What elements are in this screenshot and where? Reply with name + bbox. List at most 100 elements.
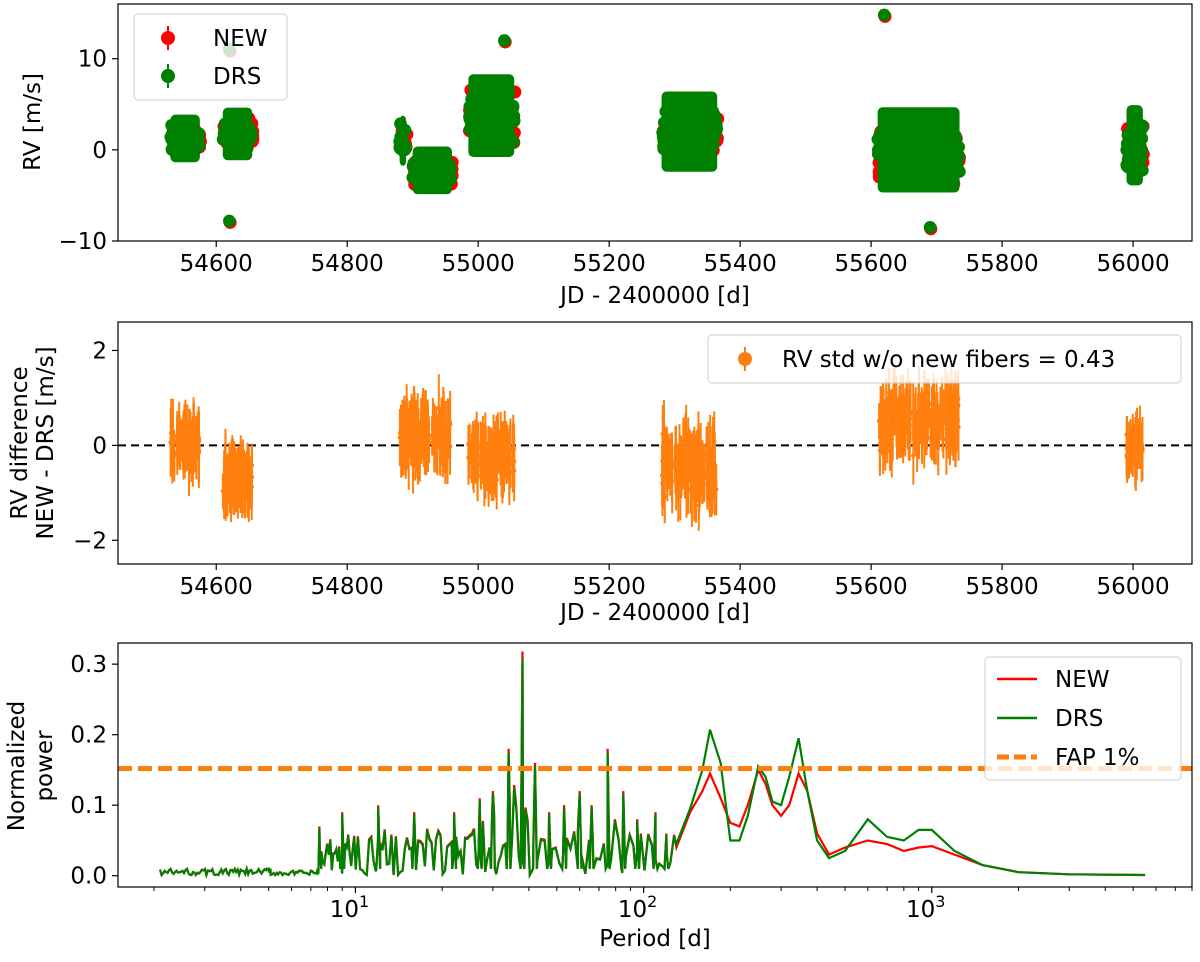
diff-point — [693, 458, 699, 464]
diff-point — [414, 431, 419, 437]
diff-xlabel: JD - 2400000 [d] — [558, 600, 750, 626]
diff-point — [486, 448, 491, 454]
diff-legend-box — [707, 334, 1182, 384]
diff-point — [248, 486, 253, 491]
rv-plot-frame — [117, 3, 1193, 242]
diff-point — [176, 444, 181, 450]
diff-point — [499, 472, 504, 477]
diff-point — [191, 429, 196, 434]
diff-point — [185, 435, 190, 440]
diff-point — [469, 453, 474, 458]
periodogram-xtick-label: 102 — [618, 892, 657, 923]
diff-point — [406, 447, 411, 453]
diff-point — [436, 406, 442, 411]
diff-legend-label: RV std w/o new fibers = 0.43 — [782, 347, 1115, 373]
diff-point — [697, 487, 702, 493]
periodogram-xtick-exponent: 3 — [935, 892, 945, 911]
diff-point — [443, 428, 448, 433]
rv-drs-point — [498, 34, 511, 47]
diff-point — [683, 430, 688, 435]
periodogram-xtick-exponent: 1 — [359, 892, 369, 911]
rv-ytick-label: 10 — [78, 47, 107, 73]
diff-point — [511, 459, 517, 464]
diff-point — [400, 423, 405, 428]
diff-point — [426, 440, 432, 445]
rv-drs-dense-band — [222, 107, 253, 161]
diff-point — [480, 456, 485, 462]
diff-point — [935, 418, 940, 424]
periodogram-legend-fap-label: FAP 1% — [1055, 745, 1140, 771]
rv-ylabel: RV [m/s] — [20, 73, 46, 171]
rv-legend-new-label: NEW — [213, 26, 267, 52]
periodogram-ylabel-line2: power — [32, 730, 58, 802]
diff-point — [431, 426, 436, 432]
diff-point — [667, 455, 672, 460]
diff-point — [677, 451, 682, 457]
periodogram-xtick-exponent: 2 — [647, 892, 657, 911]
rv-drs-dense-band — [399, 115, 407, 166]
diff-plot-frame — [117, 321, 1193, 565]
diff-point — [907, 416, 913, 421]
diff-point — [169, 436, 174, 441]
rv-ticks: 54600 54800 55000 55200 55400 55600 55800 56000… — [58, 47, 1169, 277]
diff-point — [712, 439, 717, 445]
periodogram-legend-box — [984, 656, 1182, 781]
diff-xtick-label: 55000 — [442, 574, 515, 600]
diff-point — [924, 395, 930, 401]
diff-ytick-label: 0 — [92, 433, 107, 459]
diff-point — [663, 445, 668, 450]
diff-point — [404, 413, 409, 418]
rv-xtick-label: 55200 — [573, 251, 646, 277]
diff-point — [947, 412, 952, 417]
diff-point — [894, 409, 899, 414]
rv-xtick-label: 54800 — [311, 251, 384, 277]
diff-point — [1136, 441, 1141, 447]
rv-xtick-label: 55000 — [442, 251, 515, 277]
periodogram-xtick-label: 101 — [330, 892, 369, 923]
diff-point — [707, 448, 713, 453]
diff-point — [240, 464, 246, 469]
diff-point — [877, 448, 883, 453]
rv-panel: 54600 54800 55000 55200 55400 55600 55800 56000… — [20, 3, 1193, 309]
rv-drs-dense-band — [170, 114, 200, 163]
periodogram-ylabel-line1: Normalized — [4, 701, 30, 831]
rv-legend-drs-label: DRS — [213, 64, 261, 90]
diff-point — [943, 418, 949, 424]
diff-point — [669, 465, 675, 470]
rv-ytick-label: 0 — [92, 138, 107, 164]
diff-point — [660, 468, 666, 473]
diff-point — [474, 460, 479, 465]
diff-point — [910, 409, 916, 415]
diff-point — [182, 444, 187, 449]
diff-point — [504, 450, 509, 455]
periodogram-legend-new-label: NEW — [1055, 667, 1109, 693]
rv-xtick-label: 55800 — [965, 251, 1038, 277]
periodogram-legend-drs-label: DRS — [1055, 706, 1103, 732]
diff-ylabel-line1: RV difference — [7, 366, 33, 519]
rv-drs-dense-band — [661, 91, 718, 172]
diff-point — [178, 438, 184, 443]
diff-point — [705, 476, 711, 481]
rv-drs-point — [877, 8, 891, 22]
diff-ylabel-line2: NEW - DRS [m/s] — [33, 346, 59, 539]
periodogram-plot-frame — [117, 642, 1193, 888]
periodogram-legend: NEW DRS FAP 1% — [984, 656, 1182, 781]
periodogram-ytick-label: 0.0 — [70, 864, 107, 890]
rv-xtick-label: 56000 — [1096, 251, 1169, 277]
diff-point — [952, 399, 958, 404]
diff-point — [929, 418, 934, 424]
rv-drs-point — [223, 214, 236, 228]
diff-data-layer — [118, 363, 1192, 531]
diff-point — [466, 455, 471, 460]
diff-point — [507, 455, 512, 460]
diff-xtick-label: 54800 — [311, 574, 384, 600]
diff-ytick-label: −2 — [73, 528, 107, 554]
diff-point — [245, 470, 250, 475]
rv-xtick-label: 54600 — [180, 251, 253, 277]
rv-drs-dense-band — [1126, 105, 1143, 186]
periodogram-xtick-label: 103 — [906, 892, 945, 923]
diff-point — [689, 457, 695, 462]
diff-point — [1133, 453, 1139, 458]
diff-point — [890, 423, 895, 428]
